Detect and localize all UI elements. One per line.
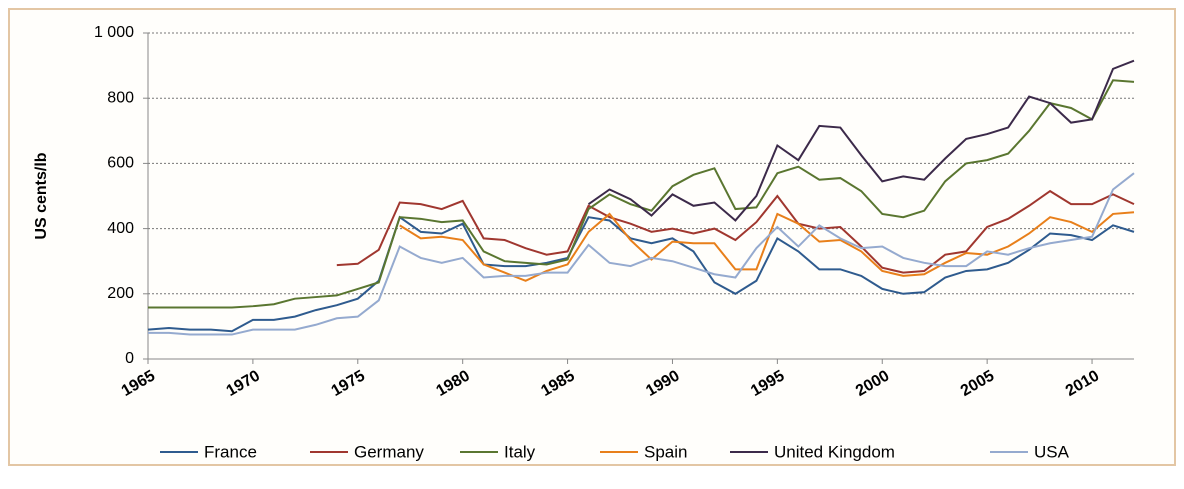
series-line <box>587 59 1135 222</box>
legend-label: Germany <box>354 442 424 461</box>
series-line <box>336 189 1135 274</box>
legend-label: France <box>204 442 257 461</box>
chart-frame <box>8 8 1176 466</box>
y-tick-label: 0 <box>125 350 134 367</box>
y-tick-label: 200 <box>107 285 134 302</box>
y-tick-label: 400 <box>107 220 134 237</box>
legend-label: USA <box>1034 442 1070 461</box>
y-tick-label: 1 000 <box>94 24 134 41</box>
y-tick-label: 800 <box>107 89 134 106</box>
series-line <box>399 211 1135 282</box>
legend-label: United Kingdom <box>774 442 895 461</box>
y-axis-label: US cents/lb <box>33 152 50 239</box>
series-line <box>147 215 1135 333</box>
series-line <box>148 172 1135 336</box>
y-tick-label: 600 <box>107 155 134 172</box>
legend-label: Spain <box>644 442 687 461</box>
legend-label: Italy <box>504 442 536 461</box>
